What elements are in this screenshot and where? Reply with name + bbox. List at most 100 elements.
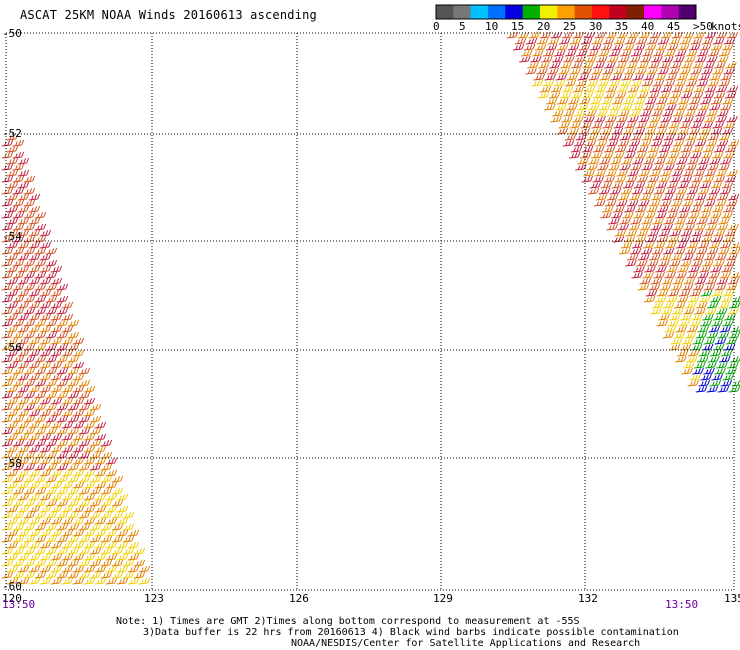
wind-barb (6, 529, 19, 537)
wind-barb (689, 235, 702, 243)
wind-barb (658, 313, 670, 321)
wind-barb (111, 499, 124, 507)
wind-barb (23, 235, 36, 243)
wind-barb (602, 151, 614, 159)
wind-barb (1, 547, 14, 555)
wind-barb (683, 307, 695, 315)
wind-barb (645, 235, 658, 243)
wind-barb (553, 79, 566, 87)
wind-barb (585, 55, 597, 63)
wind-barb (514, 37, 527, 45)
wind-barb (683, 361, 695, 369)
wind-barb (6, 325, 19, 333)
wind-barb (611, 211, 623, 219)
wind-barb (17, 517, 30, 525)
wind-barb (661, 223, 673, 231)
wind-barb (567, 43, 580, 51)
wind-barb (628, 193, 641, 201)
wind-barb (679, 151, 691, 159)
wind-barb (583, 31, 596, 39)
wind-barb (78, 391, 91, 399)
wind-barb (517, 31, 530, 39)
wind-barb (636, 145, 649, 153)
wind-barb (633, 97, 646, 105)
wind-barb (67, 475, 80, 483)
left-satellite-swath (1, 133, 151, 585)
wind-barb (566, 103, 578, 111)
wind-barb (693, 169, 705, 177)
wind-barb (61, 349, 74, 357)
wind-barb (573, 139, 586, 147)
wind-barb (663, 301, 675, 309)
wind-barb (6, 541, 19, 549)
wind-barb (625, 259, 637, 267)
wind-barb (78, 547, 91, 555)
wind-barb (56, 451, 69, 459)
wind-barb (729, 301, 740, 309)
wind-barb (663, 49, 676, 57)
wind-barb (12, 439, 25, 447)
wind-barb (728, 385, 740, 393)
wind-barb (659, 283, 672, 291)
wind-barb (67, 523, 80, 531)
wind-barb (707, 217, 719, 225)
wind-barb (56, 535, 69, 543)
wind-barb (122, 523, 135, 531)
wind-barb (23, 439, 36, 447)
wind-barb (12, 247, 25, 255)
wind-barb (689, 373, 701, 381)
wind-barb (580, 67, 592, 75)
wind-barb (1, 427, 14, 435)
wind-barb (61, 325, 74, 333)
wind-barb (584, 139, 597, 147)
wind-barb (710, 43, 723, 51)
wind-barb (592, 91, 605, 99)
wind-barb (89, 571, 102, 579)
wind-barb (614, 145, 627, 153)
wind-barb (111, 571, 124, 579)
wind-barb (12, 523, 25, 531)
wind-barb (583, 85, 596, 93)
wind-barb (688, 127, 701, 135)
wind-barb (671, 253, 683, 261)
wind-barb (681, 61, 693, 69)
wind-barb (692, 367, 704, 375)
wind-barb (39, 373, 52, 381)
wind-barb (39, 337, 52, 345)
wind-barb (28, 217, 41, 225)
wind-barb (100, 439, 113, 447)
wind-barb (555, 103, 567, 111)
wind-barb (644, 97, 657, 105)
wind-barb (720, 73, 732, 81)
wind-barb (67, 535, 80, 543)
wind-barb (6, 145, 19, 153)
wind-barb (560, 61, 572, 69)
wind-barb (1, 403, 14, 411)
wind-barb (658, 91, 671, 99)
wind-barb (702, 175, 715, 183)
wind-barb (685, 163, 697, 171)
wind-barb (722, 289, 735, 297)
wind-barb (705, 277, 718, 285)
wind-barb (709, 379, 722, 387)
wind-barb (56, 427, 69, 435)
wind-barb (39, 385, 52, 393)
wind-barb (23, 331, 36, 339)
wind-barb (28, 421, 41, 429)
wind-barb (596, 109, 608, 117)
wind-barb (1, 559, 14, 567)
wind-barb (578, 127, 591, 135)
wind-barb (17, 337, 30, 345)
wind-barb (1, 379, 14, 387)
wind-barb (684, 109, 696, 117)
wind-barb (39, 481, 52, 489)
wind-barb (719, 325, 732, 333)
wind-barb (675, 271, 687, 279)
wind-barb (715, 85, 728, 93)
wind-barb (627, 115, 639, 123)
wind-barb (647, 259, 659, 267)
wind-barb (666, 181, 679, 189)
wind-barb (575, 79, 588, 87)
wind-barb (550, 31, 563, 39)
wind-barb (111, 535, 124, 543)
